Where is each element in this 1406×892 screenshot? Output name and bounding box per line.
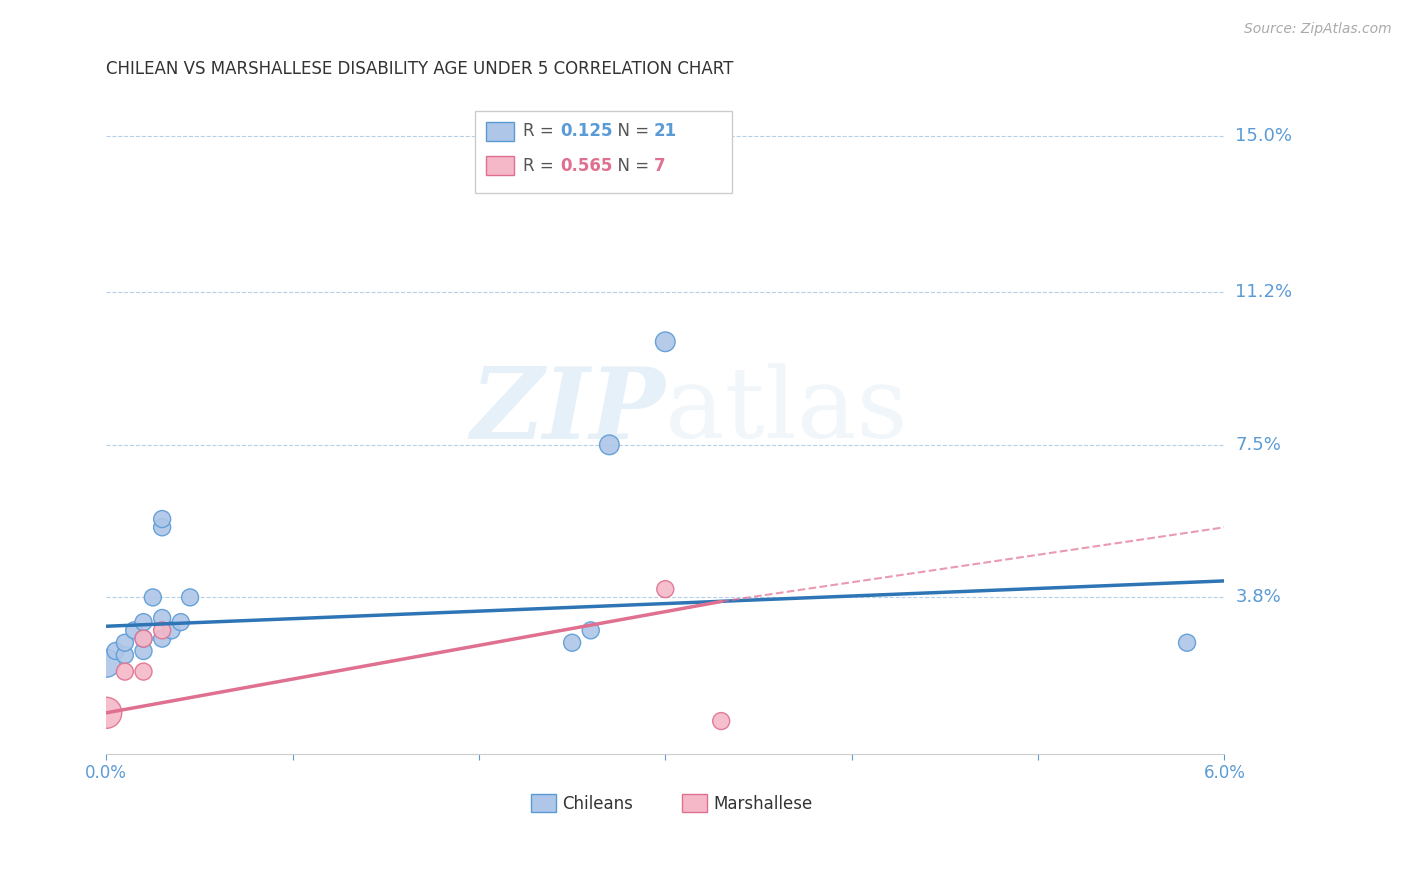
Point bbox=[150, 611, 173, 625]
Point bbox=[150, 512, 173, 526]
Point bbox=[150, 632, 173, 646]
Point bbox=[654, 582, 676, 596]
Text: Marshallese: Marshallese bbox=[713, 795, 813, 813]
Point bbox=[179, 591, 201, 605]
Point bbox=[160, 624, 183, 638]
FancyBboxPatch shape bbox=[486, 122, 515, 141]
Point bbox=[132, 632, 155, 646]
FancyBboxPatch shape bbox=[486, 156, 515, 175]
Text: 15.0%: 15.0% bbox=[1236, 127, 1292, 145]
Point bbox=[579, 624, 602, 638]
Point bbox=[150, 624, 173, 638]
Point bbox=[561, 636, 583, 650]
Text: ZIP: ZIP bbox=[470, 363, 665, 459]
Point bbox=[132, 644, 155, 658]
Point bbox=[114, 636, 136, 650]
Point bbox=[150, 520, 173, 534]
Text: Chileans: Chileans bbox=[562, 795, 633, 813]
Point bbox=[96, 657, 118, 671]
FancyBboxPatch shape bbox=[475, 111, 733, 194]
Text: R =: R = bbox=[523, 122, 560, 140]
Point bbox=[598, 438, 620, 452]
Text: 0.565: 0.565 bbox=[560, 157, 613, 175]
Point bbox=[710, 714, 733, 728]
Point bbox=[96, 706, 118, 720]
Text: N =: N = bbox=[607, 122, 655, 140]
Text: CHILEAN VS MARSHALLESE DISABILITY AGE UNDER 5 CORRELATION CHART: CHILEAN VS MARSHALLESE DISABILITY AGE UN… bbox=[107, 60, 734, 78]
Point bbox=[104, 644, 127, 658]
Point bbox=[132, 615, 155, 629]
Text: 7.5%: 7.5% bbox=[1236, 436, 1281, 454]
Text: 11.2%: 11.2% bbox=[1236, 284, 1292, 301]
Text: R =: R = bbox=[523, 157, 560, 175]
Text: N =: N = bbox=[607, 157, 655, 175]
Text: 0.125: 0.125 bbox=[560, 122, 613, 140]
FancyBboxPatch shape bbox=[682, 794, 707, 812]
Point bbox=[132, 665, 155, 679]
Text: 3.8%: 3.8% bbox=[1236, 589, 1281, 607]
Point bbox=[170, 615, 193, 629]
Point bbox=[654, 334, 676, 349]
Point bbox=[114, 665, 136, 679]
Y-axis label: Disability Age Under 5: Disability Age Under 5 bbox=[0, 339, 7, 510]
FancyBboxPatch shape bbox=[531, 794, 555, 812]
Point bbox=[114, 648, 136, 662]
Text: Source: ZipAtlas.com: Source: ZipAtlas.com bbox=[1244, 22, 1392, 37]
Text: 7: 7 bbox=[654, 157, 665, 175]
Point bbox=[1175, 636, 1198, 650]
Point bbox=[142, 591, 165, 605]
Point bbox=[122, 624, 145, 638]
Point bbox=[132, 632, 155, 646]
Text: 21: 21 bbox=[654, 122, 678, 140]
Text: atlas: atlas bbox=[665, 363, 908, 459]
